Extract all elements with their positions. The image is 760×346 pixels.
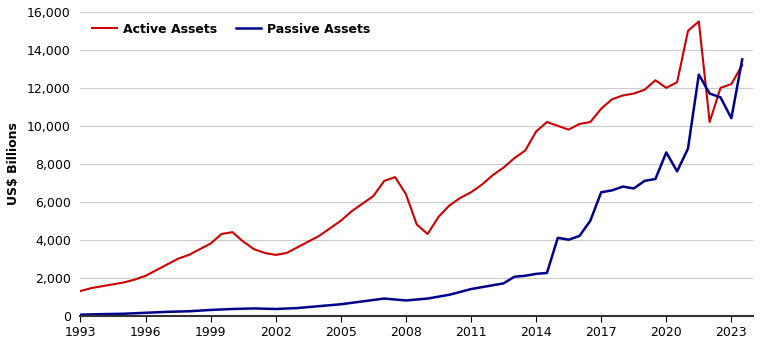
Passive Assets — [358, 299, 367, 303]
Passive Assets — [716, 95, 725, 99]
Active Assets — [477, 183, 486, 187]
Passive Assets — [640, 179, 649, 183]
Passive Assets — [76, 313, 85, 317]
Passive Assets — [228, 307, 237, 311]
Passive Assets — [651, 177, 660, 181]
Y-axis label: US$ Billions: US$ Billions — [7, 122, 20, 205]
Passive Assets — [423, 297, 432, 301]
Passive Assets — [629, 186, 638, 191]
Active Assets — [249, 247, 258, 251]
Active Assets — [206, 242, 215, 246]
Passive Assets — [521, 274, 530, 278]
Passive Assets — [683, 146, 692, 151]
Passive Assets — [293, 306, 302, 310]
Passive Assets — [271, 307, 280, 311]
Active Assets — [130, 277, 139, 282]
Passive Assets — [119, 312, 128, 316]
Passive Assets — [249, 306, 258, 310]
Passive Assets — [163, 310, 172, 314]
Passive Assets — [401, 298, 410, 302]
Passive Assets — [477, 285, 486, 289]
Passive Assets — [727, 116, 736, 120]
Passive Assets — [206, 308, 215, 312]
Passive Assets — [705, 91, 714, 95]
Passive Assets — [510, 275, 519, 279]
Passive Assets — [673, 169, 682, 173]
Passive Assets — [315, 304, 324, 308]
Active Assets — [76, 289, 85, 293]
Legend: Active Assets, Passive Assets: Active Assets, Passive Assets — [87, 18, 375, 41]
Passive Assets — [336, 302, 345, 306]
Line: Passive Assets: Passive Assets — [81, 60, 743, 315]
Active Assets — [401, 192, 410, 196]
Passive Assets — [694, 73, 703, 77]
Passive Assets — [607, 188, 616, 192]
Line: Active Assets: Active Assets — [81, 21, 743, 291]
Passive Assets — [499, 281, 508, 285]
Passive Assets — [467, 287, 476, 291]
Passive Assets — [553, 236, 562, 240]
Passive Assets — [662, 150, 671, 154]
Passive Assets — [543, 271, 552, 275]
Passive Assets — [488, 283, 497, 287]
Passive Assets — [564, 238, 573, 242]
Passive Assets — [97, 312, 106, 316]
Passive Assets — [597, 190, 606, 194]
Passive Assets — [575, 234, 584, 238]
Passive Assets — [141, 311, 150, 315]
Active Assets — [651, 78, 660, 82]
Passive Assets — [531, 272, 540, 276]
Passive Assets — [738, 57, 747, 62]
Passive Assets — [185, 309, 194, 313]
Passive Assets — [380, 297, 389, 301]
Passive Assets — [445, 293, 454, 297]
Passive Assets — [586, 219, 595, 223]
Passive Assets — [619, 184, 628, 189]
Active Assets — [694, 19, 703, 24]
Active Assets — [738, 63, 747, 67]
